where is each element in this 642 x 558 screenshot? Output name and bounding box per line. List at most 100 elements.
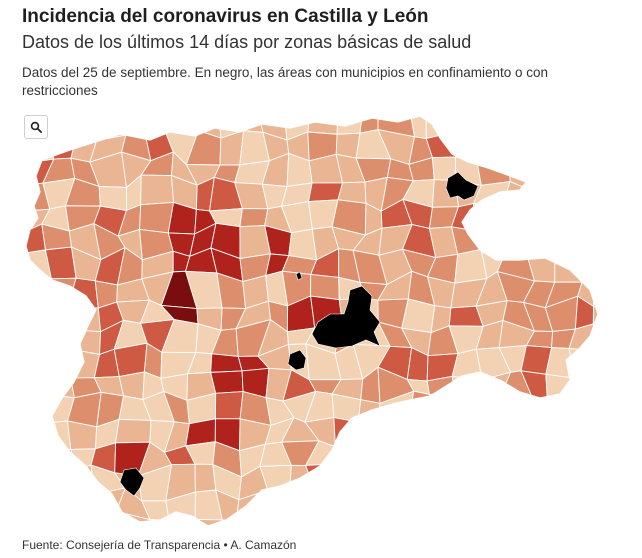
- health-zone[interactable]: [498, 487, 536, 524]
- health-zone[interactable]: [235, 519, 270, 530]
- health-zone[interactable]: [479, 516, 508, 530]
- restricted-areas[interactable]: [119, 171, 479, 497]
- health-zone[interactable]: [603, 423, 629, 452]
- restricted-area[interactable]: [119, 467, 145, 497]
- health-zone[interactable]: [408, 439, 438, 473]
- health-zone[interactable]: [337, 463, 360, 499]
- health-zone[interactable]: [592, 281, 628, 309]
- health-zone[interactable]: [428, 394, 457, 425]
- health-zone[interactable]: [524, 450, 557, 473]
- health-zone[interactable]: [621, 371, 642, 400]
- health-zone[interactable]: [3, 351, 29, 379]
- health-zone[interactable]: [592, 323, 630, 353]
- health-zone[interactable]: [594, 127, 630, 156]
- health-zone[interactable]: [44, 246, 77, 280]
- health-zone[interactable]: [473, 463, 503, 489]
- health-zone[interactable]: [546, 395, 583, 429]
- choropleth-map[interactable]: [0, 110, 642, 530]
- health-zone[interactable]: [620, 492, 642, 514]
- restricted-area[interactable]: [311, 285, 381, 349]
- health-zone[interactable]: [456, 462, 479, 489]
- health-zone[interactable]: [573, 127, 598, 163]
- health-zone[interactable]: [618, 128, 642, 155]
- health-zone[interactable]: [22, 394, 49, 424]
- health-zone[interactable]: [305, 463, 339, 501]
- health-zone[interactable]: [379, 494, 408, 522]
- health-zone[interactable]: [452, 394, 478, 428]
- health-zone[interactable]: [452, 110, 477, 140]
- health-zone[interactable]: [24, 446, 52, 474]
- health-zone[interactable]: [547, 513, 577, 530]
- health-zone[interactable]: [624, 211, 642, 230]
- health-zone[interactable]: [574, 377, 598, 402]
- health-zone[interactable]: [353, 520, 381, 530]
- health-zone[interactable]: [498, 516, 536, 530]
- health-zone[interactable]: [1, 520, 20, 530]
- health-zone[interactable]: [0, 184, 28, 212]
- health-zone[interactable]: [24, 352, 55, 376]
- health-zone[interactable]: [570, 201, 601, 227]
- health-zone[interactable]: [401, 464, 434, 496]
- health-zone[interactable]: [425, 511, 460, 530]
- health-zone[interactable]: [40, 487, 70, 521]
- health-zone[interactable]: [21, 325, 48, 356]
- health-zone[interactable]: [430, 462, 459, 490]
- health-zone[interactable]: [596, 511, 628, 530]
- health-zone[interactable]: [546, 468, 584, 501]
- health-zone[interactable]: [597, 391, 626, 424]
- health-zone[interactable]: [507, 127, 528, 166]
- health-zone[interactable]: [476, 445, 506, 470]
- health-zone[interactable]: [594, 183, 625, 212]
- health-zone[interactable]: [331, 513, 361, 530]
- health-zone[interactable]: [621, 352, 642, 378]
- health-zone[interactable]: [620, 512, 642, 530]
- health-zone[interactable]: [595, 350, 630, 379]
- health-zone[interactable]: [0, 272, 20, 309]
- health-zone[interactable]: [68, 464, 95, 496]
- map-svg[interactable]: [0, 110, 642, 530]
- health-zone[interactable]: [572, 486, 605, 526]
- health-zone[interactable]: [194, 463, 217, 493]
- health-zone[interactable]: [353, 421, 389, 453]
- health-zone[interactable]: [18, 511, 44, 530]
- health-zone[interactable]: [406, 417, 438, 442]
- health-zone[interactable]: [65, 487, 101, 524]
- health-zone[interactable]: [65, 329, 102, 355]
- health-zone[interactable]: [617, 417, 642, 448]
- health-zone[interactable]: [593, 110, 623, 140]
- health-zone[interactable]: [473, 202, 509, 233]
- health-zone[interactable]: [503, 231, 528, 257]
- health-zone[interactable]: [570, 110, 596, 134]
- health-zone[interactable]: [1, 397, 28, 426]
- health-zone[interactable]: [572, 515, 598, 530]
- health-zone[interactable]: [576, 443, 603, 476]
- health-zone[interactable]: [46, 347, 72, 379]
- health-zone[interactable]: [43, 298, 77, 331]
- health-zone[interactable]: [456, 444, 479, 470]
- health-zone[interactable]: [630, 324, 642, 357]
- health-zone[interactable]: [457, 486, 481, 523]
- health-zone[interactable]: [524, 210, 552, 233]
- health-zone[interactable]: [22, 368, 55, 399]
- health-zone[interactable]: [334, 487, 361, 525]
- health-zone[interactable]: [313, 487, 339, 520]
- health-zone[interactable]: [43, 325, 77, 354]
- health-zone[interactable]: [163, 518, 196, 530]
- health-zone[interactable]: [376, 425, 415, 453]
- health-zone[interactable]: [425, 110, 458, 140]
- restricted-area[interactable]: [287, 349, 307, 371]
- health-zone[interactable]: [472, 426, 506, 448]
- health-zone[interactable]: [1, 374, 29, 405]
- health-zone[interactable]: [425, 488, 459, 524]
- health-zone[interactable]: [313, 513, 336, 530]
- health-zone[interactable]: [501, 446, 528, 473]
- health-zone[interactable]: [549, 211, 573, 232]
- health-zone[interactable]: [472, 393, 504, 428]
- health-zone[interactable]: [545, 152, 578, 183]
- health-zone[interactable]: [500, 393, 535, 428]
- health-zone[interactable]: [310, 273, 340, 301]
- zoom-button[interactable]: [24, 115, 48, 139]
- health-zone[interactable]: [113, 342, 148, 378]
- health-zone[interactable]: [435, 417, 460, 452]
- health-zone[interactable]: [475, 131, 510, 160]
